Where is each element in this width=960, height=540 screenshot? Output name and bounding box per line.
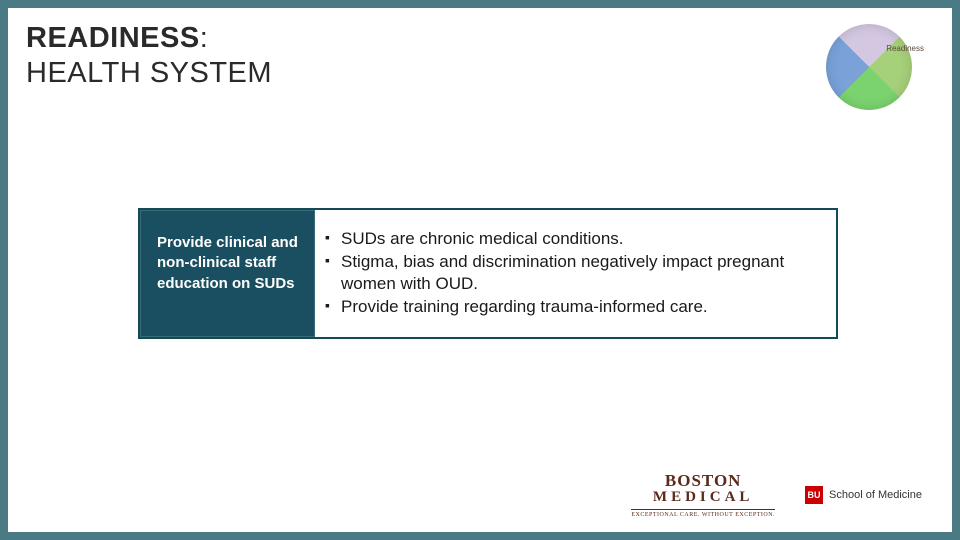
title-bold: READINESS: [26, 22, 200, 54]
slide-canvas: READINESS: HEALTH SYSTEM Readiness Provi…: [8, 8, 952, 532]
bullet-item: Provide training regarding trauma-inform…: [325, 296, 822, 318]
bu-school-of-medicine-logo: BU School of Medicine: [805, 486, 922, 504]
bmc-line1: BOSTON: [631, 471, 775, 491]
title-line-1: READINESS:: [26, 22, 272, 55]
bu-badge-icon: BU: [805, 486, 823, 504]
readiness-pie-icon: [808, 6, 930, 128]
footer-logos: BOSTON MEDICAL EXCEPTIONAL CARE. WITHOUT…: [631, 471, 922, 518]
title-block: READINESS: HEALTH SYSTEM: [26, 22, 272, 90]
bu-text: School of Medicine: [829, 489, 922, 501]
title-tail: :: [200, 22, 209, 54]
title-line-2: HEALTH SYSTEM: [26, 57, 272, 90]
bmc-tagline: EXCEPTIONAL CARE. WITHOUT EXCEPTION.: [631, 509, 775, 518]
readiness-pie-label: Readiness: [886, 44, 924, 53]
bullet-item: Stigma, bias and discrimination negative…: [325, 251, 822, 295]
boston-medical-logo: BOSTON MEDICAL EXCEPTIONAL CARE. WITHOUT…: [631, 471, 775, 518]
bmc-line2: MEDICAL: [631, 489, 775, 506]
slide-frame: READINESS: HEALTH SYSTEM Readiness Provi…: [0, 0, 960, 540]
bullet-list: SUDs are chronic medical conditions. Sti…: [325, 228, 822, 318]
bullet-item: SUDs are chronic medical conditions.: [325, 228, 822, 250]
content-left-panel: Provide clinical and non-clinical staff …: [140, 210, 315, 337]
content-box: Provide clinical and non-clinical staff …: [138, 208, 838, 339]
content-right-panel: SUDs are chronic medical conditions. Sti…: [315, 210, 836, 337]
